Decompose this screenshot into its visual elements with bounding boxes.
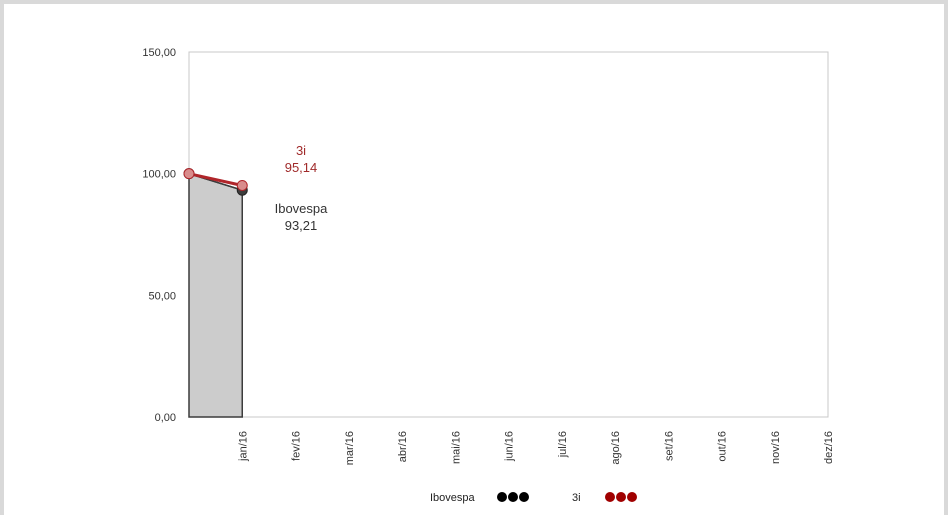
x-tick-label: nov/16	[770, 431, 782, 464]
legend-marker-ibovespa	[497, 492, 507, 502]
x-tick-label: dez/16	[823, 431, 835, 464]
annotation-ibovespa-name: Ibovespa	[275, 201, 329, 216]
series-area-ibovespa	[188, 172, 243, 418]
x-tick-label: mai/16	[450, 431, 462, 464]
series-line-3i	[188, 172, 243, 187]
x-tick-label: abr/16	[397, 431, 409, 462]
line-chart: 0,00 50,00 100,00 150,00 jan/16 fev/16 mar/16…	[142, 47, 835, 504]
annotation-ibovespa-value: 93,21	[285, 218, 318, 233]
data-point	[183, 168, 195, 180]
x-tick-label: set/16	[663, 431, 675, 461]
data-point	[236, 179, 248, 191]
x-tick-label: jul/16	[557, 431, 569, 458]
legend-marker-3i	[627, 492, 637, 502]
annotation-3i-value: 95,14	[285, 160, 318, 175]
y-tick-label: 0,00	[155, 412, 176, 424]
x-tick-label: jun/16	[504, 431, 516, 462]
legend-marker-3i	[605, 492, 615, 502]
x-tick-label: jan/16	[237, 431, 249, 462]
x-tick-label: ago/16	[610, 431, 622, 465]
y-tick-label: 150,00	[142, 47, 176, 59]
x-tick-label: out/16	[717, 431, 729, 462]
plot-border	[188, 51, 829, 418]
annotation-3i-name: 3i	[296, 143, 306, 158]
x-tick-label: fev/16	[291, 431, 303, 461]
x-tick-label: mar/16	[344, 431, 356, 465]
y-tick-label: 50,00	[148, 290, 176, 302]
legend-label-3i: 3i	[572, 492, 581, 504]
legend-marker-ibovespa	[519, 492, 529, 502]
y-tick-label: 100,00	[142, 169, 176, 181]
legend-label-ibovespa: Ibovespa	[430, 492, 476, 504]
legend-marker-3i	[616, 492, 626, 502]
legend-marker-ibovespa	[508, 492, 518, 502]
